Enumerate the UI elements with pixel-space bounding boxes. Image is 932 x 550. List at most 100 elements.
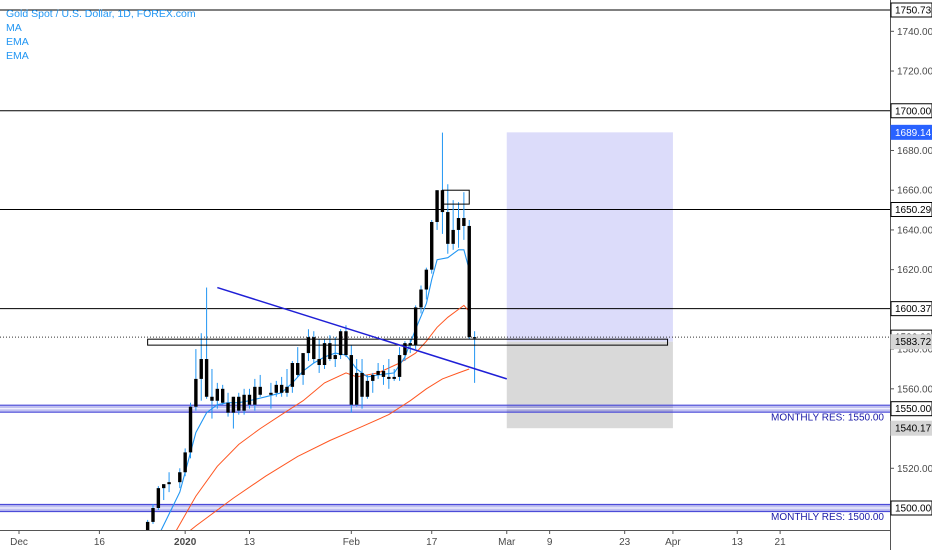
candle-body[interactable] (462, 218, 466, 226)
candle-body[interactable] (371, 374, 375, 381)
legend: Gold Spot / U.S. Dollar, 1D, FOREX.com M… (6, 7, 196, 63)
candle-body[interactable] (328, 343, 332, 360)
candle-body[interactable] (279, 384, 284, 393)
candle-body[interactable] (167, 482, 171, 485)
candle-body[interactable] (290, 363, 295, 387)
candle-body[interactable] (430, 221, 434, 270)
candle-body[interactable] (188, 406, 193, 453)
price-badge-label: 1689.14 (895, 128, 932, 139)
x-tick-label: 17 (426, 537, 438, 548)
x-tick-label: 23 (619, 537, 631, 548)
candle-body[interactable] (467, 225, 471, 338)
candle-body[interactable] (472, 337, 477, 339)
candle-body[interactable] (365, 380, 370, 397)
stop-zone[interactable] (506, 341, 673, 429)
candle-body[interactable] (145, 521, 150, 548)
candle-body[interactable] (242, 394, 246, 411)
candle-body[interactable] (424, 269, 429, 290)
support-band-label: MONTHLY RES: 1500.00 (771, 512, 884, 523)
price-badge-label: 1500.00 (895, 504, 932, 515)
candle-body[interactable] (237, 396, 241, 411)
price-badge-label: 1600.37 (895, 304, 932, 315)
candle-body[interactable] (151, 508, 155, 522)
trendline[interactable] (217, 286, 507, 380)
x-tick-label: 13 (732, 537, 744, 548)
candle-body[interactable] (199, 359, 203, 379)
candle-body[interactable] (354, 372, 359, 405)
candle-body[interactable] (156, 488, 161, 508)
candle-body[interactable] (269, 392, 273, 395)
candle-body[interactable] (381, 370, 386, 377)
candle-body[interactable] (317, 359, 321, 365)
candle-body[interactable] (253, 386, 257, 405)
price-badge (890, 401, 932, 417)
candle-body[interactable] (247, 394, 252, 405)
candle-body[interactable] (296, 363, 300, 375)
legend-indicator-ma[interactable]: MA (6, 22, 22, 34)
legend-title[interactable]: Gold Spot / U.S. Dollar, 1D, FOREX.com (6, 8, 196, 20)
candle-body[interactable] (333, 355, 337, 360)
price-badge-label: 1583.72 (895, 337, 932, 348)
price-badge-label: 1540.17 (895, 424, 932, 435)
price-badge-label: 1750.73 (895, 6, 932, 17)
candle-body[interactable] (338, 331, 343, 356)
candle-body[interactable] (258, 386, 262, 395)
candle-body[interactable] (376, 370, 380, 375)
candle-body[interactable] (397, 355, 402, 377)
y-tick-label: 1660.00 (897, 186, 932, 197)
x-tick-label: Dec (10, 537, 28, 548)
candle-body[interactable] (183, 452, 187, 473)
candle-body[interactable] (301, 353, 305, 375)
y-tick-label: 1640.00 (897, 225, 932, 236)
price-badge-label: 1550.00 (895, 404, 932, 415)
drawn-rectangle[interactable] (441, 189, 470, 205)
candle-body[interactable] (322, 343, 327, 365)
price-badge (890, 301, 932, 317)
x-tick-label: Feb (343, 537, 361, 548)
ema-fast-line (175, 304, 470, 530)
candle-body[interactable] (210, 396, 214, 401)
candle-body[interactable] (178, 472, 182, 483)
candle-body[interactable] (392, 376, 396, 379)
candle-body[interactable] (285, 386, 289, 393)
candle-body[interactable] (360, 372, 364, 397)
candle-body[interactable] (349, 355, 354, 405)
x-tick-label: 13 (244, 537, 256, 548)
candle-body[interactable] (413, 307, 418, 346)
candle-body[interactable] (274, 384, 278, 393)
candle-body[interactable] (194, 378, 198, 407)
candle-body[interactable] (312, 337, 316, 360)
candle-body[interactable] (215, 388, 220, 401)
y-tick-label: 1560.00 (897, 384, 932, 395)
legend-indicator-ema-1[interactable]: EMA (6, 36, 29, 48)
candle-body[interactable] (419, 289, 423, 308)
x-tick-label: 9 (547, 537, 553, 548)
candle-body[interactable] (435, 190, 439, 222)
candle-body[interactable] (408, 343, 412, 346)
candle-body[interactable] (344, 331, 348, 356)
candle-body[interactable] (231, 396, 236, 413)
price-badge (890, 201, 932, 217)
candle-body[interactable] (451, 229, 455, 244)
candle-body[interactable] (220, 388, 225, 403)
candle-body[interactable] (226, 402, 230, 413)
y-tick-label: 1740.00 (897, 27, 932, 38)
candle-body[interactable] (456, 218, 461, 230)
candle-body[interactable] (162, 484, 166, 489)
y-tick-label: 1520.00 (897, 464, 932, 475)
legend-indicator-ema-2[interactable]: EMA (6, 50, 29, 62)
y-tick-label: 1720.00 (897, 67, 932, 78)
candle-body[interactable] (204, 359, 209, 397)
target-zone[interactable] (506, 132, 673, 342)
candle-body[interactable] (403, 343, 407, 356)
price-badge (890, 103, 932, 119)
x-tick-label: 21 (775, 537, 787, 548)
drawn-rectangle[interactable] (147, 338, 669, 346)
candle-body[interactable] (446, 212, 450, 244)
price-badge-label: 1700.00 (895, 106, 932, 117)
candle-body[interactable] (387, 376, 391, 379)
support-band-label: MONTHLY RES: 1550.00 (771, 413, 884, 424)
price-badge (890, 124, 932, 140)
